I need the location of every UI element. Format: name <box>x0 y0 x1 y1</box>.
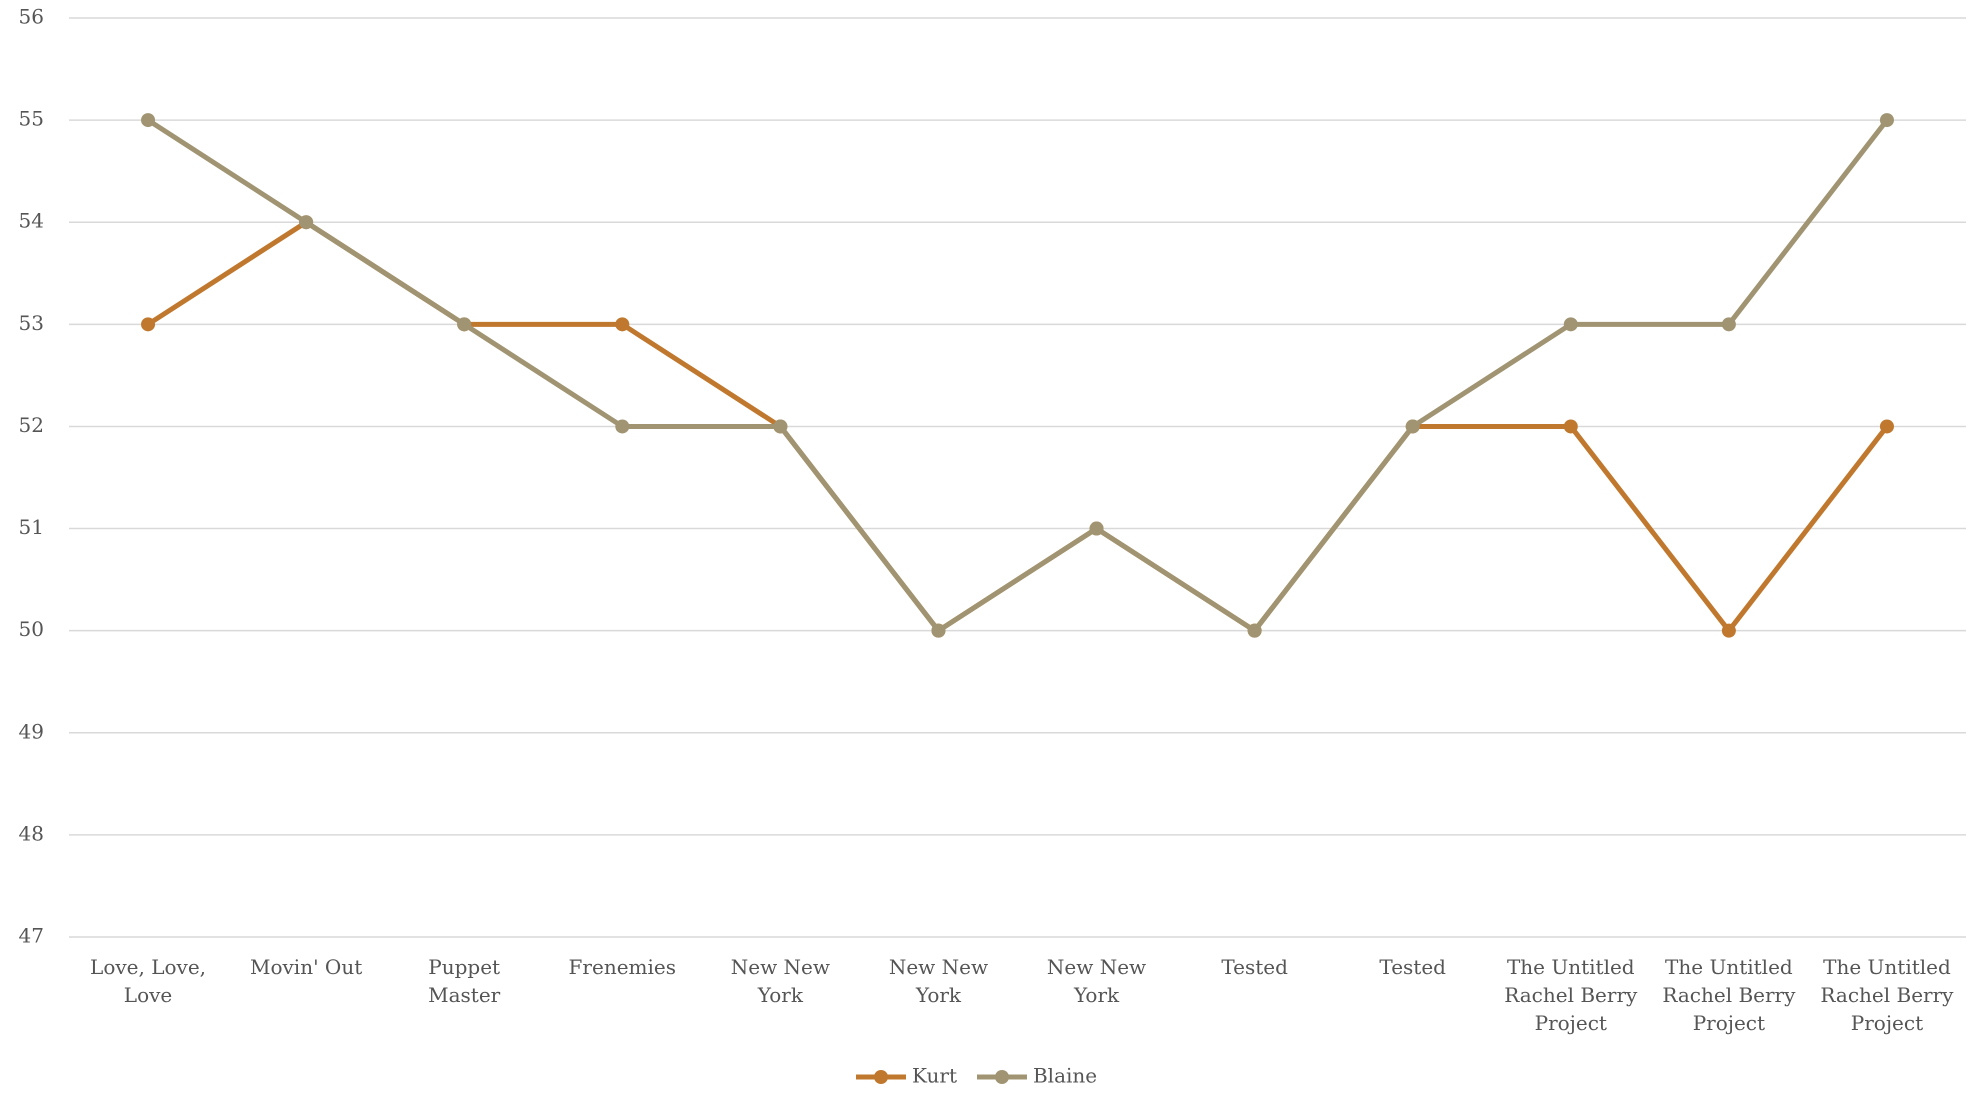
data-point <box>1721 317 1736 332</box>
legend-marker <box>874 1070 888 1084</box>
y-tick-label: 49 <box>19 719 44 743</box>
x-tick-label: New New York <box>730 955 831 1007</box>
x-tick-label: Love, Love, Love <box>90 955 207 1007</box>
data-point <box>1879 113 1894 128</box>
x-tick-label: Tested <box>1221 955 1288 979</box>
data-point <box>1721 623 1736 638</box>
data-point <box>141 317 156 332</box>
data-point <box>1563 419 1578 434</box>
line-series <box>146 118 1889 634</box>
x-tick-label: The Untitled Rachel Berry Project <box>1820 955 1954 1035</box>
data-point <box>1247 623 1262 638</box>
y-tick-label: 51 <box>19 515 44 539</box>
data-point <box>615 419 630 434</box>
y-tick-label: 47 <box>19 924 44 948</box>
x-tick-label: Movin' Out <box>249 955 363 979</box>
y-tick-label: 54 <box>19 209 44 233</box>
data-point <box>1405 419 1420 434</box>
x-tick-label: New New York <box>1046 955 1147 1007</box>
data-point <box>299 215 314 230</box>
data-point <box>1563 317 1578 332</box>
data-point <box>1879 419 1894 434</box>
x-tick-label: Puppet Master <box>428 955 501 1007</box>
x-tick-label: Tested <box>1379 955 1446 979</box>
legend-label: Kurt <box>912 1064 957 1088</box>
y-tick-label: 53 <box>19 311 44 335</box>
y-tick-label: 56 <box>19 5 44 29</box>
legend-marker <box>994 1070 1009 1084</box>
y-tick-label: 52 <box>19 413 44 437</box>
x-tick-label: Frenemies <box>568 955 676 979</box>
data-point <box>1089 521 1104 536</box>
y-tick-label: 48 <box>19 821 44 845</box>
data-point <box>615 317 630 332</box>
data-point <box>773 419 788 434</box>
legend-label: Blaine <box>1033 1064 1097 1088</box>
x-tick-label: New New York <box>888 955 989 1007</box>
data-point <box>141 113 156 128</box>
data-point <box>931 623 946 638</box>
y-tick-label: 50 <box>19 617 44 641</box>
x-tick-label: The Untitled Rachel Berry Project <box>1662 955 1796 1035</box>
y-tick-label: 55 <box>19 107 44 131</box>
data-point <box>457 317 472 332</box>
x-tick-label: The Untitled Rachel Berry Project <box>1504 955 1638 1035</box>
